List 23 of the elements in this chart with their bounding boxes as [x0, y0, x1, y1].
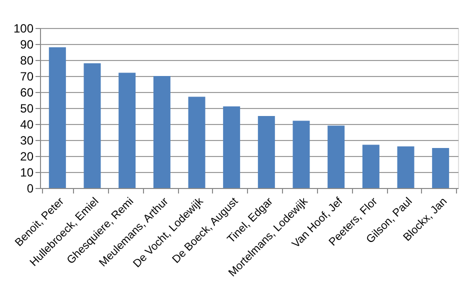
- bar: [362, 144, 380, 188]
- y-tick-label: 90: [20, 38, 34, 52]
- y-tick-label: 30: [20, 134, 34, 148]
- bar: [258, 116, 275, 188]
- bar: [432, 148, 450, 188]
- y-tick-label: 60: [20, 86, 34, 100]
- bar: [118, 72, 136, 188]
- y-tick-label: 80: [20, 54, 34, 68]
- y-tick-label: 20: [20, 150, 34, 164]
- bar: [292, 120, 310, 188]
- y-tick-label: 40: [20, 118, 34, 132]
- y-tick-label: 70: [20, 70, 34, 84]
- bar: [188, 96, 206, 188]
- bar: [48, 47, 66, 188]
- y-tick-label: 50: [20, 102, 34, 116]
- y-tick-label: 10: [20, 166, 34, 180]
- bar: [223, 106, 240, 188]
- bar: [328, 126, 345, 188]
- y-tick-label: 100: [13, 22, 34, 36]
- y-tick-label: 0: [26, 182, 34, 196]
- bar: [84, 63, 101, 188]
- bar: [153, 76, 170, 188]
- bar: [397, 146, 414, 188]
